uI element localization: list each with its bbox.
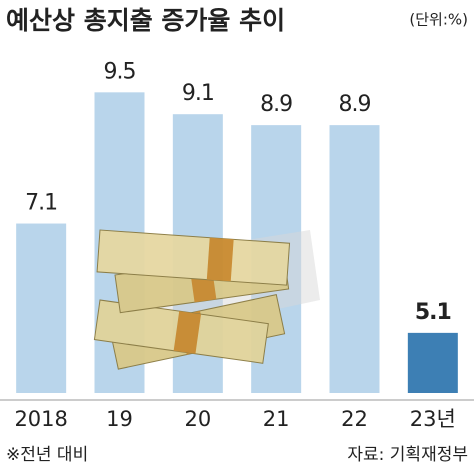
value-label: 8.9 [260, 92, 292, 117]
value-label: 5.1 [415, 300, 451, 325]
x-tick-label: 23년 [410, 407, 456, 431]
value-label: 7.1 [25, 191, 57, 216]
x-tick-label: 19 [106, 407, 133, 431]
value-label: 8.9 [339, 92, 371, 117]
value-label: 9.5 [104, 59, 136, 84]
x-tick-label: 21 [263, 407, 290, 431]
x-tick-label: 22 [341, 407, 368, 431]
money-illustration [93, 229, 320, 370]
bar [407, 332, 458, 393]
bar [16, 223, 67, 393]
chart-title: 예산상 총지출 증가율 추이 [6, 6, 285, 35]
x-tick-label: 20 [184, 407, 211, 431]
value-label: 9.1 [182, 81, 214, 106]
source: 자료: 기획재정부 [347, 445, 468, 465]
x-tick-label: 2018 [14, 407, 67, 431]
unit-label: (단위:%) [409, 11, 468, 29]
bar [329, 125, 380, 393]
footnote: ※전년 대비 [6, 445, 88, 465]
